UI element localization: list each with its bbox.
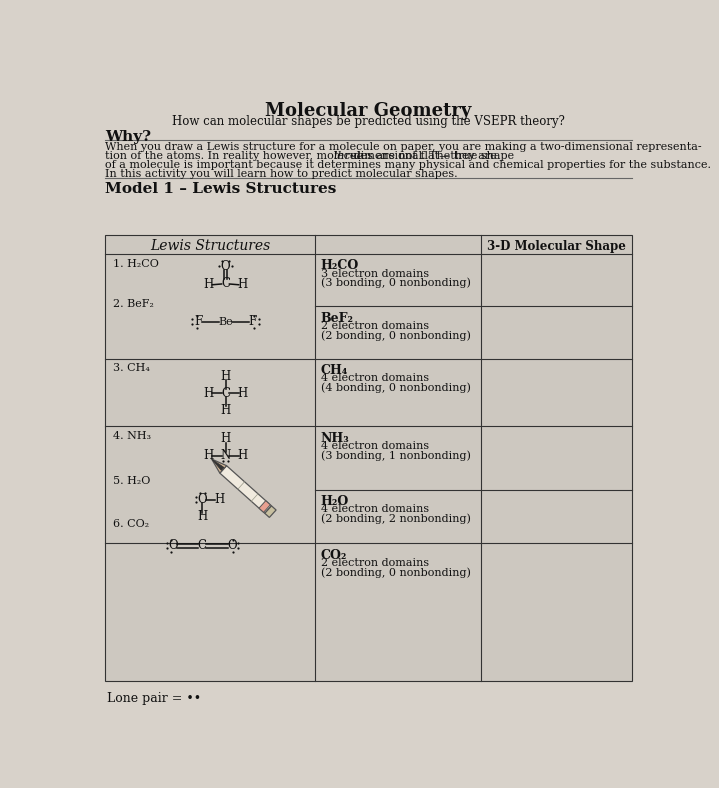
Text: (2 bonding, 0 nonbonding): (2 bonding, 0 nonbonding) (321, 567, 471, 578)
Text: 5. H₂O: 5. H₂O (113, 476, 150, 485)
Text: Lone pair = ••: Lone pair = •• (107, 692, 201, 705)
Text: In this activity you will learn how to predict molecular shapes.: In this activity you will learn how to p… (106, 169, 458, 179)
Text: O: O (168, 539, 178, 552)
Text: H: H (214, 493, 224, 506)
Text: H: H (221, 433, 231, 445)
Text: 3. CH₄: 3. CH₄ (113, 363, 150, 374)
Text: (4 bonding, 0 nonbonding): (4 bonding, 0 nonbonding) (321, 382, 471, 393)
Text: 6. CO₂: 6. CO₂ (113, 519, 150, 529)
Text: H: H (237, 449, 247, 463)
Text: (2 bonding, 2 nonbonding): (2 bonding, 2 nonbonding) (321, 514, 471, 524)
Text: How can molecular shapes be predicted using the VSEPR theory?: How can molecular shapes be predicted us… (172, 115, 565, 128)
Bar (106, 236, 633, 682)
Polygon shape (259, 500, 270, 512)
Text: BeF₂: BeF₂ (321, 312, 354, 325)
Text: 2. BeF₂: 2. BeF₂ (113, 299, 154, 309)
Text: H: H (237, 278, 247, 292)
Text: O: O (221, 260, 230, 273)
Text: 1. H₂CO: 1. H₂CO (113, 258, 159, 269)
Text: C: C (221, 277, 230, 290)
Polygon shape (220, 466, 272, 513)
Text: F: F (194, 315, 203, 329)
Text: H₂O: H₂O (321, 495, 349, 508)
Text: NH₃: NH₃ (321, 432, 349, 444)
Text: CO₂: CO₂ (321, 549, 347, 562)
Text: 4. NH₃: 4. NH₃ (113, 431, 151, 441)
Text: Why?: Why? (106, 130, 152, 144)
Text: H: H (203, 387, 214, 400)
Text: Molecular Geometry: Molecular Geometry (265, 102, 472, 121)
Text: 2 electron domains: 2 electron domains (321, 321, 429, 331)
Text: H: H (203, 278, 214, 292)
Text: O: O (198, 493, 207, 506)
Text: (2 bonding, 0 nonbonding): (2 bonding, 0 nonbonding) (321, 330, 471, 340)
Text: three: three (334, 151, 364, 162)
Text: H₂CO: H₂CO (321, 259, 359, 273)
Text: H: H (221, 403, 231, 417)
Text: H: H (203, 449, 214, 463)
Text: N: N (221, 449, 231, 463)
Text: -dimensional. The true shape: -dimensional. The true shape (350, 151, 514, 162)
Text: (3 bonding, 0 nonbonding): (3 bonding, 0 nonbonding) (321, 278, 471, 288)
Polygon shape (265, 506, 276, 518)
Text: H: H (197, 510, 207, 523)
Text: 3 electron domains: 3 electron domains (321, 269, 429, 279)
Text: 3-D Molecular Shape: 3-D Molecular Shape (487, 240, 626, 253)
Text: C: C (198, 539, 207, 552)
Text: F: F (249, 315, 257, 329)
Text: H: H (237, 387, 247, 400)
Text: Lewis Structures: Lewis Structures (150, 239, 270, 252)
Text: tion of the atoms. In reality however, molecules are not flat—they are: tion of the atoms. In reality however, m… (106, 151, 500, 162)
Text: (3 bonding, 1 nonbonding): (3 bonding, 1 nonbonding) (321, 450, 471, 461)
Text: Model 1 – Lewis Structures: Model 1 – Lewis Structures (106, 182, 336, 196)
Text: 4 electron domains: 4 electron domains (321, 504, 429, 515)
Text: CH₄: CH₄ (321, 364, 348, 377)
Text: When you draw a Lewis structure for a molecule on paper, you are making a two-di: When you draw a Lewis structure for a mo… (106, 143, 702, 152)
Polygon shape (211, 459, 226, 473)
Polygon shape (211, 459, 224, 470)
Text: Be: Be (218, 317, 233, 327)
Text: 4 electron domains: 4 electron domains (321, 441, 429, 451)
Text: O: O (227, 539, 237, 552)
Text: C: C (221, 387, 230, 400)
Text: 4 electron domains: 4 electron domains (321, 374, 429, 383)
Text: 2 electron domains: 2 electron domains (321, 558, 429, 568)
Text: H: H (221, 370, 231, 383)
Text: of a molecule is important because it determines many physical and chemical prop: of a molecule is important because it de… (106, 160, 711, 170)
